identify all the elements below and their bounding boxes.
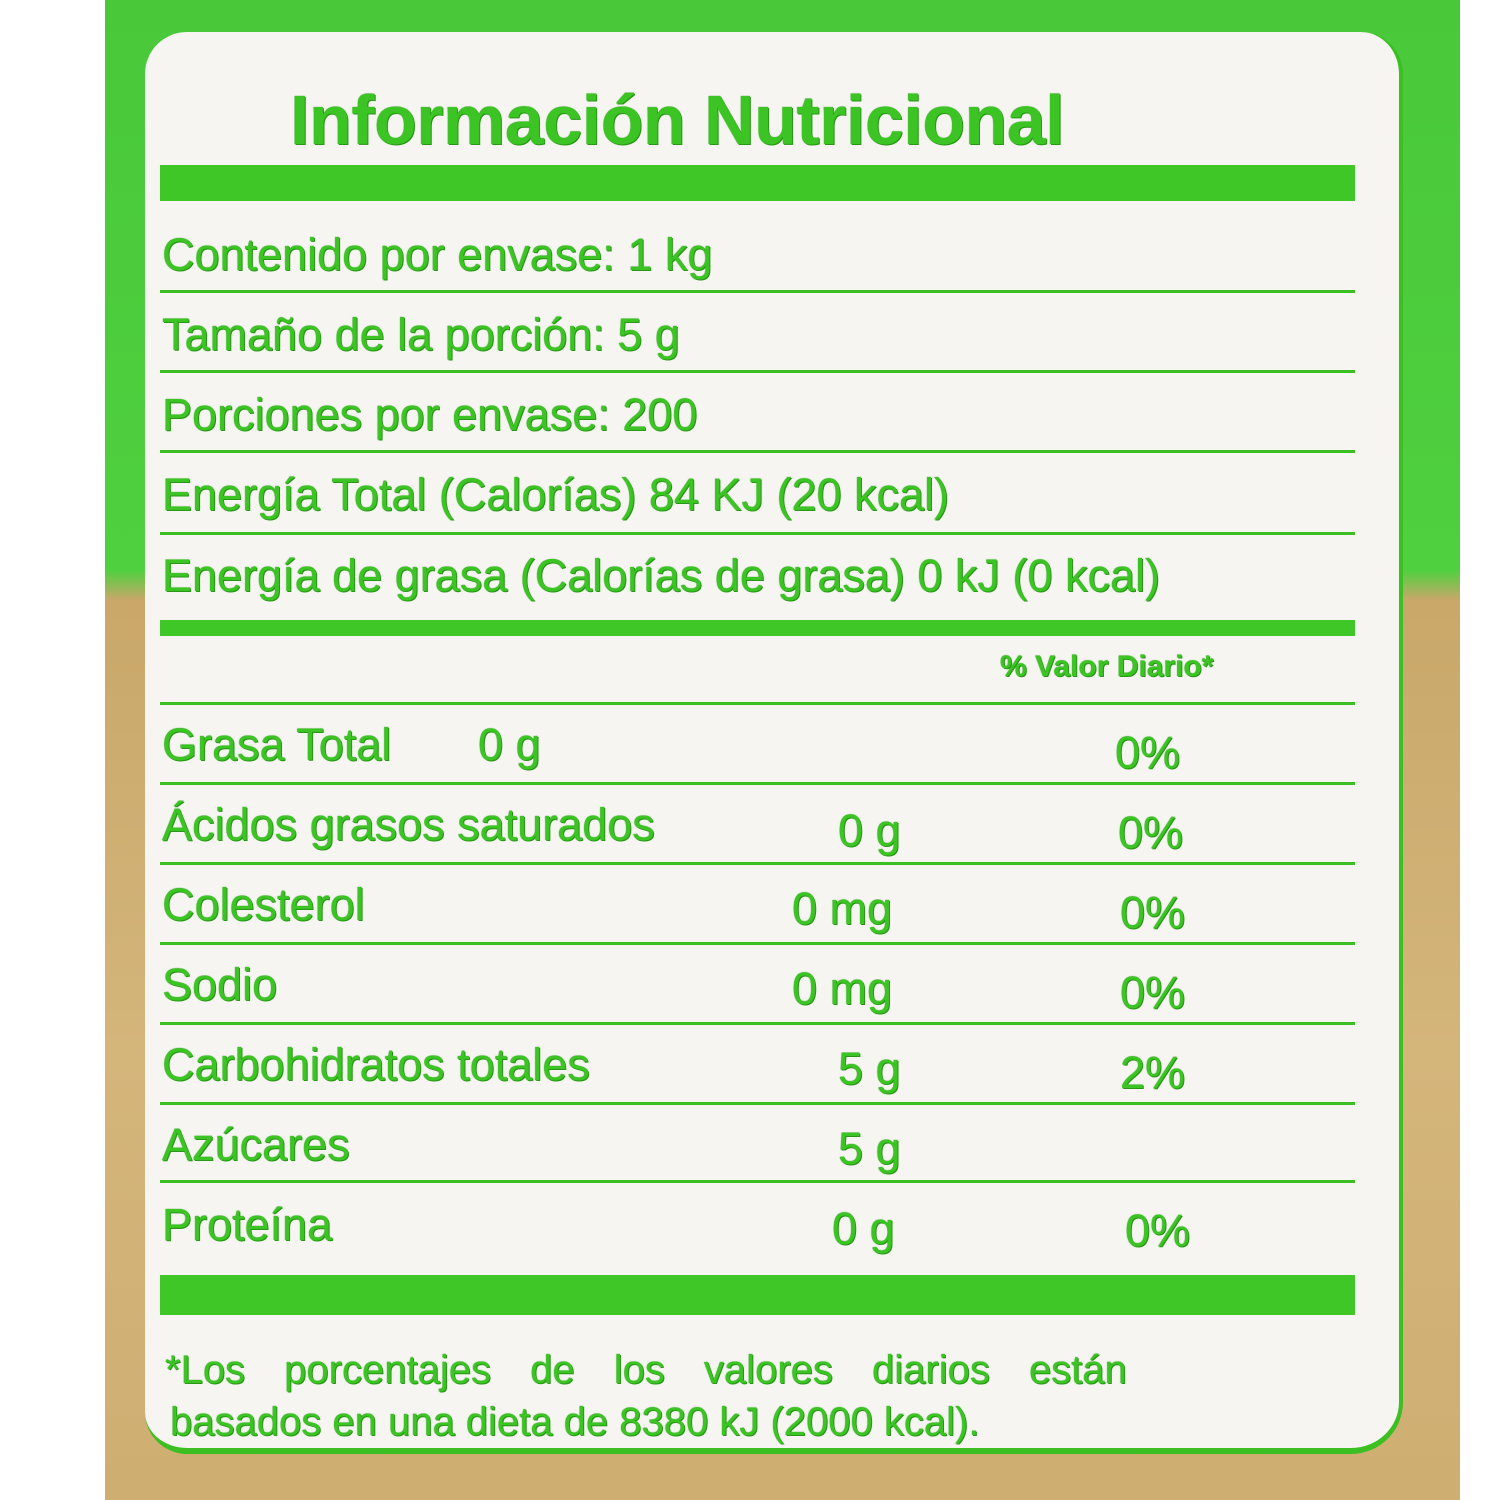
serving-info-fat-energy: Energía de grasa (Calorías de grasa) 0 k…: [162, 550, 1160, 601]
nutrient-name: Carbohidratos totales: [162, 1039, 590, 1090]
row-divider: [160, 1102, 1355, 1105]
nutrient-amount: 5 g: [838, 1123, 901, 1174]
nutrient-name: Ácidos grasos saturados: [162, 799, 655, 850]
nutrient-amount: 0 g: [838, 805, 901, 856]
nutrition-label-panel: [145, 32, 1403, 1454]
nutrient-amount: 5 g: [838, 1043, 901, 1094]
nutrient-name: Colesterol: [162, 879, 365, 930]
footnote-line-2: basados en una dieta de 8380 kJ (2000 kc…: [170, 1400, 980, 1444]
row-divider: [160, 702, 1355, 705]
serving-info-energy: Energía Total (Calorías) 84 KJ (20 kcal): [162, 469, 950, 520]
row-divider: [160, 942, 1355, 945]
footnote-line-1: *Los porcentajes de los valores diarios …: [165, 1348, 1127, 1392]
row-divider: [160, 1180, 1355, 1183]
daily-value-header: % Valor Diario*: [1000, 650, 1214, 683]
nutrient-amount: 0 mg: [792, 883, 893, 934]
nutrient-dv: 0%: [1120, 887, 1186, 938]
nutrient-dv: 0%: [1118, 807, 1184, 858]
nutrient-name: Azúcares: [162, 1119, 350, 1170]
nutrient-amount: 0 g: [832, 1203, 895, 1254]
row-divider: [160, 532, 1355, 535]
label-title: Información Nutricional: [290, 81, 1065, 159]
row-divider: [160, 290, 1355, 293]
title-divider-bar: [160, 165, 1355, 201]
nutrient-dv: 0%: [1115, 727, 1181, 778]
nutrient-amount: 0 g: [478, 719, 541, 770]
serving-info-servings: Porciones por envase: 200: [162, 389, 698, 440]
row-divider: [160, 370, 1355, 373]
section-divider-bar: [160, 620, 1355, 636]
row-divider: [160, 1022, 1355, 1025]
serving-info-size: Tamaño de la porción: 5 g: [162, 309, 680, 360]
nutrient-dv: 0%: [1125, 1205, 1191, 1256]
footer-divider-bar: [160, 1275, 1355, 1315]
row-divider: [160, 862, 1355, 865]
nutrient-name: Proteína: [162, 1199, 333, 1250]
serving-info-content: Contenido por envase: 1 kg: [162, 229, 713, 280]
nutrient-amount: 0 mg: [792, 963, 893, 1014]
nutrient-name: Grasa Total: [162, 719, 392, 770]
nutrient-dv: 2%: [1120, 1047, 1186, 1098]
nutrient-dv: 0%: [1120, 967, 1186, 1018]
row-divider: [160, 450, 1355, 453]
row-divider: [160, 782, 1355, 785]
nutrient-name: Sodio: [162, 959, 278, 1010]
